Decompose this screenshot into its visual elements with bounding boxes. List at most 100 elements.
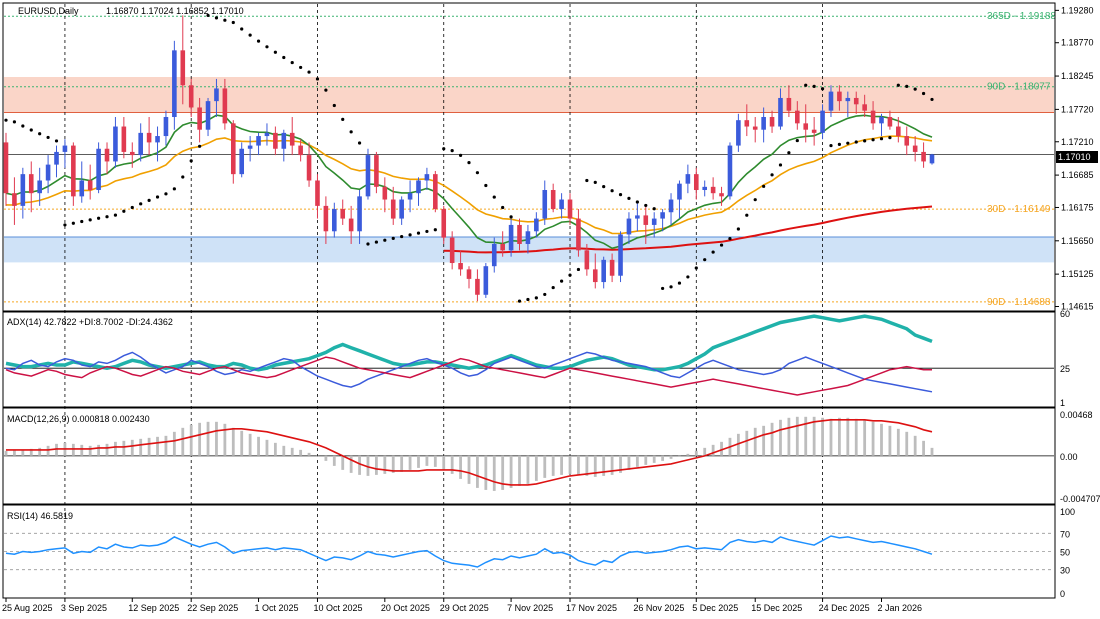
sar-dot (829, 143, 833, 148)
symbol-label: EURUSD,Daily (18, 6, 79, 16)
sar-dot (391, 236, 395, 240)
macd-bar (896, 428, 900, 456)
macd-bar (130, 439, 134, 456)
sar-dot (736, 227, 740, 231)
sar-dot (501, 205, 505, 210)
candle-body (45, 164, 51, 181)
sar-dot (618, 193, 623, 197)
macd-bar (231, 427, 235, 456)
macd-bar (156, 436, 159, 456)
sar-dot (408, 233, 412, 237)
macd-bar (442, 455, 446, 470)
sar-dot (105, 215, 109, 219)
macd-bar (913, 435, 917, 456)
candle-body (508, 224, 514, 251)
date-label: 26 Nov 2025 (633, 603, 684, 613)
macd-bar (299, 449, 303, 456)
candle-body (332, 209, 337, 232)
candle-body (113, 126, 118, 162)
price-tick-label: 1.19280 (1061, 5, 1094, 15)
rsi-tick-label: 30 (1060, 566, 1070, 576)
candle-body (719, 193, 724, 197)
sar-dot (349, 130, 353, 134)
date-label: 22 Sep 2025 (187, 603, 238, 613)
macd-signal-line (6, 419, 933, 486)
sar-dot (63, 223, 67, 227)
sar-dot (46, 135, 50, 140)
sar-dot (97, 216, 101, 220)
macd-bar (13, 449, 16, 456)
sar-dot (54, 139, 59, 143)
sar-dot (627, 196, 631, 200)
sar-dot (256, 39, 261, 43)
rsi-panel-frame (2, 504, 1056, 599)
sar-dot (198, 144, 202, 148)
sar-dot (551, 285, 555, 290)
sar-dot (593, 180, 597, 184)
sar-dot (576, 267, 581, 272)
sar-dot (442, 147, 446, 151)
sar-dot (753, 198, 757, 202)
sar-dot (307, 70, 311, 74)
ema-mid-line (5, 135, 933, 235)
sar-dot (122, 209, 126, 213)
candle-body (323, 205, 329, 232)
sar-dot (913, 87, 917, 91)
sar-dot (863, 139, 867, 143)
candle-body (609, 259, 615, 276)
date-label: 15 Dec 2025 (751, 603, 802, 613)
candle-body (121, 126, 127, 152)
candle-body (365, 155, 371, 197)
sar-dot (223, 18, 227, 22)
sar-dot (324, 88, 328, 92)
macd-bar (467, 455, 471, 484)
candle-body (306, 155, 312, 181)
macd-bar (147, 437, 151, 456)
candle-body (542, 190, 548, 219)
date-label: 7 Nov 2025 (507, 603, 553, 613)
macd-bar (619, 455, 622, 473)
sar-dot (4, 118, 8, 122)
macd-bar (644, 455, 648, 465)
macd-panel-frame (2, 407, 1056, 505)
macd-bar (29, 448, 33, 456)
axis-layer: 1.19280 1.18770 1.18245 1.17720 1.17210 1.166… (2, 5, 1100, 613)
macd-bar (172, 431, 176, 456)
sar-dot (795, 138, 799, 143)
macd-bar (375, 455, 378, 475)
sar-dot (214, 16, 219, 20)
macd-bar (812, 416, 816, 456)
sar-dot (787, 151, 791, 155)
candle-body (104, 148, 110, 162)
adx-tick-label: 60 (1060, 309, 1070, 319)
candle-body (904, 136, 910, 146)
sar-dot (879, 137, 884, 141)
sar-dot (315, 77, 320, 81)
candle-body (357, 196, 362, 232)
sar-dot (677, 281, 682, 285)
candle-body (626, 218, 632, 235)
candle-body (752, 126, 758, 130)
rsi-tick-label: 100 (1060, 507, 1075, 517)
macd-bar (332, 455, 336, 466)
macd-bar (55, 443, 58, 456)
sar-dot (778, 163, 783, 167)
sar-dot (854, 140, 858, 144)
rsi-tick-label: 0 (1060, 589, 1065, 599)
macd-bar (930, 447, 934, 456)
candle-body (180, 50, 186, 86)
sar-dot (475, 171, 480, 175)
price-panel-frame (2, 2, 1056, 312)
macd-bar (518, 455, 521, 486)
adx-series-1 (5, 351, 933, 393)
candle-body (96, 148, 101, 191)
sar-dot (341, 117, 345, 121)
candle-body (315, 180, 320, 206)
macd-bar (273, 442, 277, 456)
macd-bar (770, 422, 774, 456)
sar-dot (492, 195, 496, 199)
macd-bar (97, 444, 100, 456)
macd-bar (425, 455, 429, 466)
sar-dot (71, 221, 75, 225)
sar-dot (240, 27, 244, 31)
